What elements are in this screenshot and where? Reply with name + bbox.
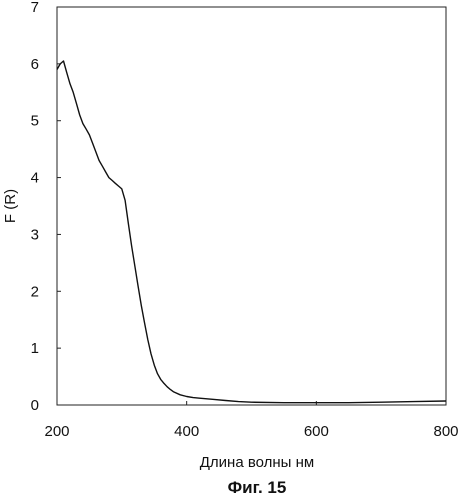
x-tick-label: 400: [174, 423, 199, 440]
series-line: [57, 61, 446, 403]
plot-frame: [57, 7, 446, 405]
x-tick-label: 600: [304, 423, 329, 440]
y-tick-label: 1: [31, 340, 39, 357]
x-axis: 200 400 600 800: [44, 401, 458, 440]
y-axis: 0 1 2 3 4 5 6 7: [31, 0, 61, 414]
x-tick-label: 200: [44, 423, 69, 440]
y-tick-label: 4: [31, 170, 39, 187]
y-tick-label: 2: [31, 283, 39, 300]
y-tick-label: 6: [31, 56, 39, 73]
x-tick-label: 800: [433, 423, 458, 440]
y-tick-label: 7: [31, 0, 39, 16]
y-axis-title: F (R): [2, 189, 19, 223]
y-tick-label: 3: [31, 226, 39, 243]
y-tick-label: 0: [31, 397, 39, 414]
figure-caption: Фиг. 15: [228, 478, 287, 497]
y-tick-label: 5: [31, 113, 39, 130]
x-axis-title: Длина волны нм: [200, 454, 314, 471]
